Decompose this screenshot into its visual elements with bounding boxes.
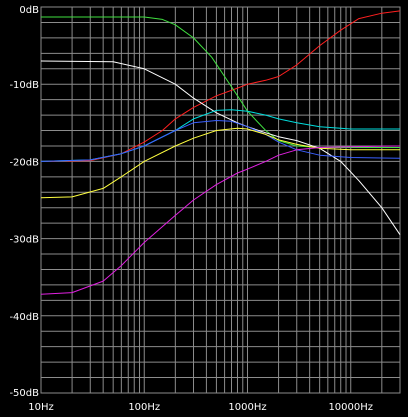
y-tick-label: -20dB <box>9 157 39 168</box>
y-tick-label: -40dB <box>9 312 39 323</box>
series-line-3 <box>40 60 401 235</box>
series-line-6 <box>40 127 400 199</box>
y-tick-label: -50dB <box>9 388 39 399</box>
x-tick-label: 1000Hz <box>228 402 266 413</box>
y-tick-label: 0dB <box>19 5 39 16</box>
series-line-7 <box>40 145 401 295</box>
series-line-1 <box>40 10 401 162</box>
grid <box>40 6 401 394</box>
x-tick-label: 10000Hz <box>328 402 373 413</box>
y-tick-label: -30dB <box>9 235 39 246</box>
x-tick-label: 100Hz <box>128 402 160 413</box>
series-group <box>40 10 401 295</box>
series-line-5 <box>40 120 401 162</box>
tick-labels: 10Hz 100Hz 1000Hz 10000Hz 0dB -10dB -20dB -30dB… <box>9 5 373 413</box>
x-tick-label: 10Hz <box>28 402 54 413</box>
plot-frame <box>40 6 401 394</box>
y-tick-label: -10dB <box>9 80 39 91</box>
